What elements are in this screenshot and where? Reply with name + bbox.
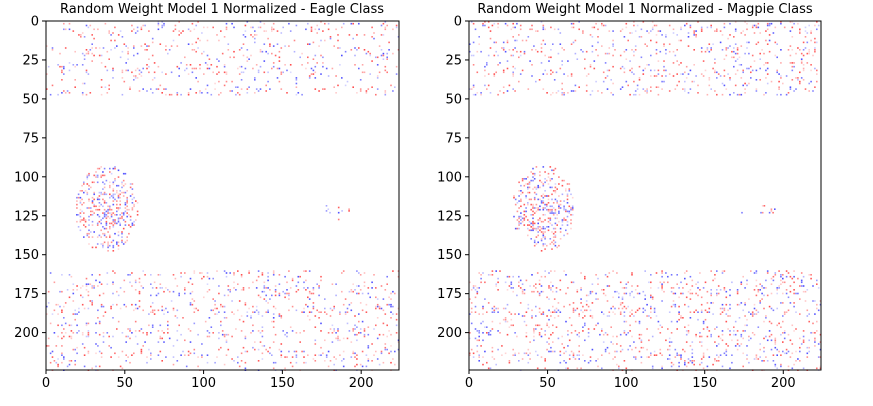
- y-tick-label: 125: [14, 209, 39, 224]
- x-tick-label: 150: [692, 376, 717, 391]
- magpie-class-title: Random Weight Model 1 Normalized - Magpi…: [477, 2, 812, 17]
- plot-frame: [468, 20, 822, 371]
- y-tick-label: 75: [445, 131, 462, 146]
- heatmap-cells: [46, 21, 400, 371]
- x-tick-label: 0: [465, 376, 473, 391]
- y-tick-label: 175: [14, 287, 39, 302]
- eagle-class-heatmap-panel: Random Weight Model 1 Normalized - Eagle…: [14, 2, 400, 391]
- x-tick-label: 200: [771, 376, 796, 391]
- y-tick-label: 25: [445, 53, 462, 68]
- x-tick-label: 200: [349, 376, 374, 391]
- y-tick-label: 0: [454, 15, 462, 30]
- magpie-class-heatmap-panel: Random Weight Model 1 Normalized - Magpi…: [437, 2, 822, 391]
- x-tick-label: 0: [42, 376, 50, 391]
- y-tick-label: 150: [14, 248, 39, 263]
- heatmap-cells: [469, 21, 822, 371]
- y-tick-label: 50: [22, 92, 39, 107]
- x-tick-label: 150: [270, 376, 295, 391]
- x-tick-label: 100: [614, 376, 639, 391]
- plot-frame: [45, 20, 400, 371]
- y-tick-label: 125: [437, 209, 462, 224]
- y-tick-label: 175: [437, 287, 462, 302]
- y-tick-label: 150: [437, 248, 462, 263]
- y-tick-label: 200: [437, 326, 462, 341]
- y-tick-label: 200: [14, 326, 39, 341]
- y-tick-label: 50: [445, 92, 462, 107]
- x-tick-label: 50: [539, 376, 556, 391]
- y-tick-label: 100: [14, 170, 39, 185]
- eagle-class-title: Random Weight Model 1 Normalized - Eagle…: [60, 2, 384, 17]
- y-tick-label: 0: [31, 15, 39, 30]
- x-tick-label: 100: [191, 376, 216, 391]
- y-tick-label: 100: [437, 170, 462, 185]
- y-tick-label: 25: [22, 53, 39, 68]
- x-tick-label: 50: [117, 376, 134, 391]
- y-tick-label: 75: [22, 131, 39, 146]
